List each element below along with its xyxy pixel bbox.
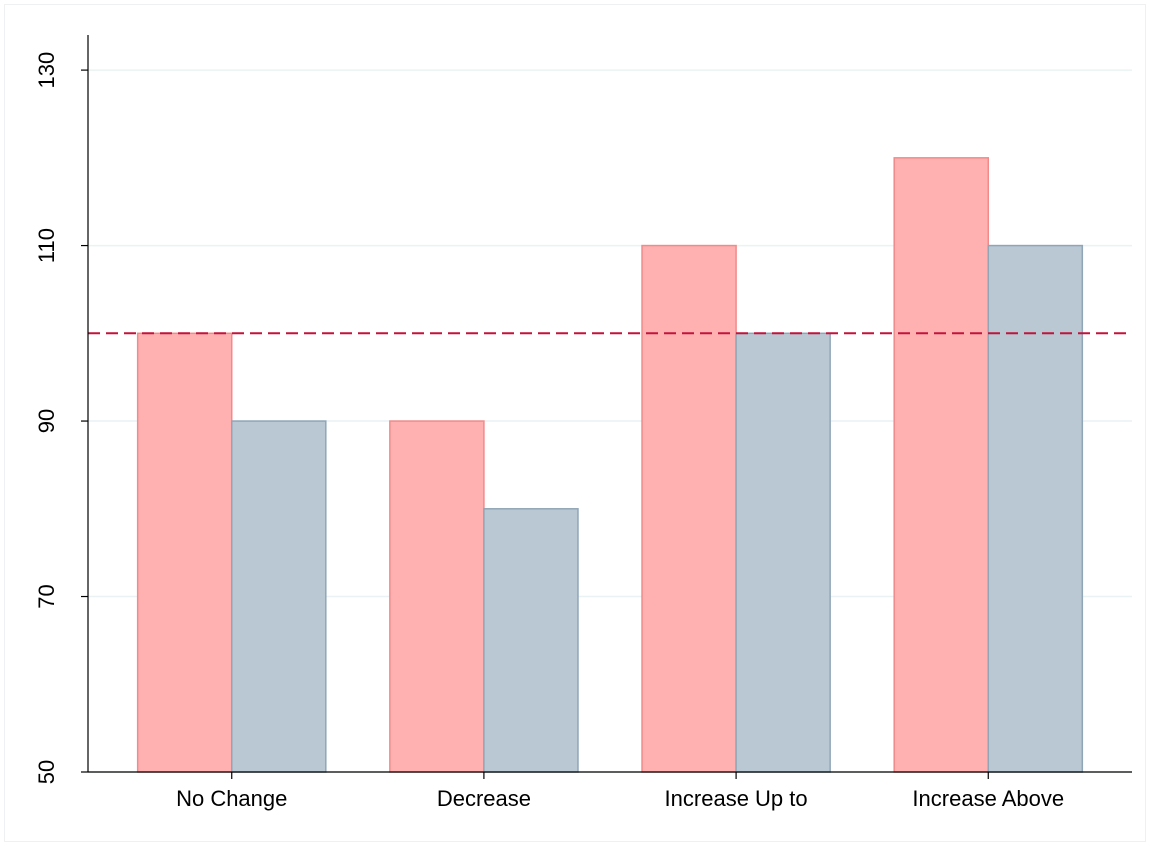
bar — [641, 244, 737, 773]
x-tick-label: Decrease — [437, 786, 531, 811]
y-tick-label: 110 — [34, 228, 59, 263]
y-tick-label: 130 — [34, 52, 59, 89]
bar — [230, 420, 327, 773]
y-tick-label: 90 — [34, 409, 59, 433]
x-tick-label: No Change — [176, 786, 287, 811]
bar — [735, 332, 831, 773]
bar — [483, 508, 579, 773]
x-tick-label: Increase Up to — [665, 786, 808, 811]
bar — [987, 244, 1084, 773]
y-tick-label: 50 — [34, 760, 59, 784]
y-tick-label: 70 — [34, 584, 59, 608]
x-tick-label: Increase Above — [912, 786, 1064, 811]
bar — [136, 332, 233, 773]
bar — [389, 420, 485, 773]
bar — [893, 157, 990, 773]
